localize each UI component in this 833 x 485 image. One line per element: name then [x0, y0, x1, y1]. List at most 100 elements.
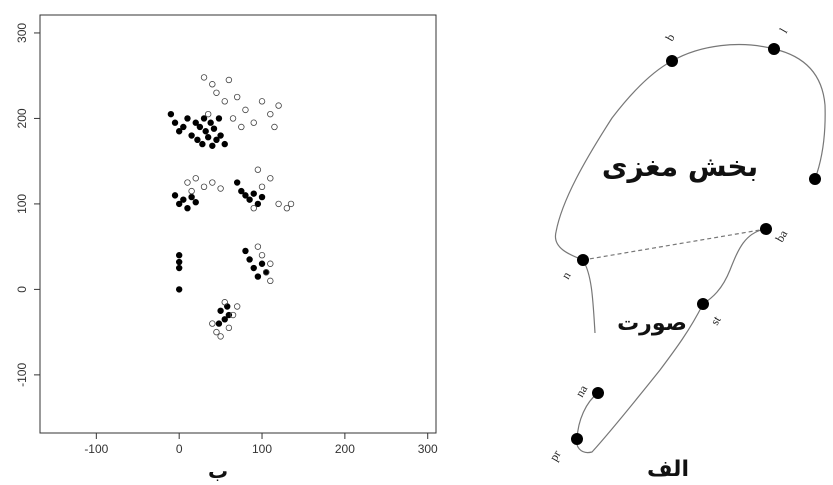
outline-curve — [555, 45, 825, 333]
scatter-point — [259, 99, 265, 105]
x-tick-label: 200 — [335, 442, 355, 456]
scatter-point — [197, 124, 203, 130]
scatter-point — [201, 75, 207, 81]
scatter-point — [168, 111, 174, 117]
scatter-point — [234, 94, 240, 100]
scatter-point — [247, 257, 253, 263]
panel-label: ب — [208, 459, 228, 483]
scatter-point — [259, 184, 265, 190]
scatter-point — [259, 261, 265, 267]
scatter-point — [243, 248, 249, 254]
y-tick-label: 0 — [15, 286, 29, 293]
plot-frame — [40, 15, 436, 433]
y-tick-label: 200 — [15, 108, 29, 128]
x-tick-label: 100 — [252, 442, 272, 456]
region-label: بخش مغزی — [602, 150, 758, 183]
scatter-point — [189, 194, 195, 200]
scatter-point — [222, 141, 228, 147]
scatter-point — [193, 175, 199, 181]
scatter-point — [251, 191, 257, 197]
landmark-dot — [768, 43, 780, 55]
scatter-point — [203, 128, 209, 134]
scatter-point — [210, 81, 216, 87]
scatter-point — [218, 334, 224, 340]
scatter-point — [259, 194, 265, 200]
scatter-point — [176, 287, 182, 293]
n-ba-line — [583, 229, 766, 260]
scatter-point — [193, 199, 199, 205]
scatter-point — [255, 274, 261, 280]
scatter-point — [226, 77, 232, 83]
scatter-point — [208, 120, 214, 126]
scatter-point — [276, 103, 282, 109]
scatter-point — [259, 252, 265, 258]
landmark-dot — [577, 254, 589, 266]
scatter-point — [234, 180, 240, 186]
scatter-point — [210, 143, 216, 149]
landmark-label: pr — [546, 448, 563, 464]
x-tick-label: 0 — [176, 442, 183, 456]
region-label: صورت — [617, 311, 687, 336]
diagram-title: الف — [647, 457, 689, 482]
landmark-label: l — [776, 25, 790, 35]
x-tick-label: -100 — [84, 442, 108, 456]
scatter-point — [224, 304, 230, 310]
scatter-point — [185, 180, 191, 186]
scatter-point — [230, 116, 236, 122]
scatter-point — [218, 133, 224, 139]
scatter-point — [189, 188, 195, 194]
scatter-point — [176, 252, 182, 258]
scatter-point — [268, 111, 274, 117]
landmark-label: n — [558, 269, 573, 281]
scatter-point — [201, 184, 207, 190]
scatter-point — [195, 137, 201, 143]
scatter-point — [189, 133, 195, 139]
scatter-point — [234, 304, 240, 310]
scatter-point — [222, 299, 228, 305]
scatter-point — [211, 126, 217, 132]
y-tick-label: 100 — [15, 194, 29, 214]
scatter-point — [222, 99, 228, 105]
scatter-point — [243, 107, 249, 113]
scatter-point — [176, 259, 182, 265]
scatter-point — [239, 124, 245, 130]
landmark-dot — [666, 55, 678, 67]
scatter-point — [210, 180, 216, 186]
scatter-point — [255, 244, 261, 250]
scatter-point — [172, 120, 178, 126]
figure: -1000100200300-1000100200300 ب b l ba n … — [0, 0, 833, 485]
scatter-point — [251, 265, 257, 271]
scatter-point — [226, 325, 232, 331]
landmark-dot — [760, 223, 772, 235]
landmark-label: b — [662, 31, 677, 43]
landmark-dot — [697, 298, 709, 310]
scatter-point — [216, 321, 222, 327]
scatter-point — [255, 167, 261, 173]
y-tick-label: 300 — [15, 23, 29, 43]
scatter-point — [205, 111, 211, 117]
scatter-point — [214, 90, 220, 96]
scatter-point — [181, 124, 187, 130]
scatter-point — [185, 116, 191, 122]
scatter-point — [218, 186, 224, 192]
scatter-point — [181, 197, 187, 203]
scatter-point — [272, 124, 278, 130]
landmark-dot — [592, 387, 604, 399]
x-tick-label: 300 — [418, 442, 438, 456]
scatter-point — [251, 205, 257, 211]
scatter-point — [185, 205, 191, 211]
scatter-point — [251, 120, 257, 126]
landmark-label: na — [572, 382, 590, 399]
landmark-dot — [571, 433, 583, 445]
scatter-point — [268, 175, 274, 181]
scatter-point — [200, 141, 206, 147]
scatter-point — [268, 278, 274, 284]
landmark-label: st — [707, 313, 723, 328]
landmark-label: ba — [772, 227, 790, 244]
y-tick-label: -100 — [15, 363, 29, 387]
scatter-point — [176, 265, 182, 271]
scatter-panel: -100 0 100 200 300 -100 0 100 200 300 — [15, 15, 438, 456]
landmark-dot — [809, 173, 821, 185]
scatter-point — [288, 201, 294, 207]
scatter-point — [216, 116, 222, 122]
